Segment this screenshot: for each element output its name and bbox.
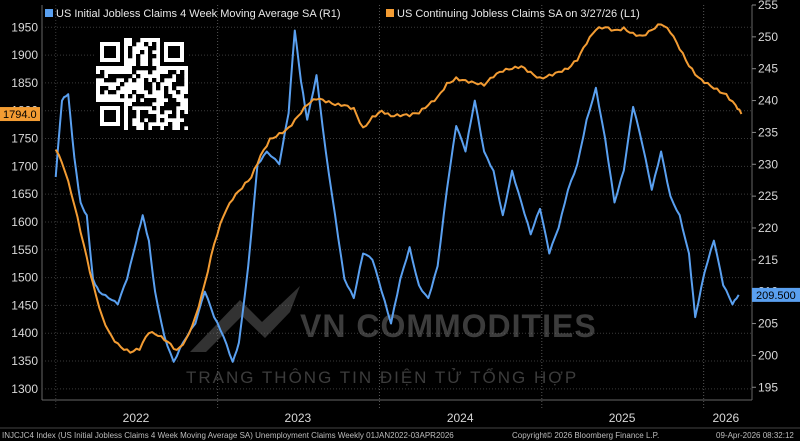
footer-copyright: Copyright© 2026 Bloomberg Finance L.P. bbox=[512, 431, 659, 440]
legend-swatch-continuing bbox=[386, 9, 394, 17]
left-tick-label: 1700 bbox=[11, 159, 38, 173]
left-tick-label: 1950 bbox=[11, 20, 38, 34]
right-axis: 195200205210215220225230235240245250255 bbox=[752, 0, 778, 394]
left-tick-label: 1450 bbox=[11, 298, 38, 312]
watermark-tagline: TRANG THÔNG TIN ĐIỆN TỬ TỔNG HỢP bbox=[186, 368, 578, 387]
left-tick-label: 1900 bbox=[11, 48, 38, 62]
grid-lines bbox=[41, 5, 753, 408]
x-tick-label: 2024 bbox=[447, 411, 474, 425]
x-axis: 2022 2023 2024 2025 2026 bbox=[123, 411, 740, 425]
watermark-arrow-icon bbox=[190, 286, 300, 352]
left-tick-label: 1300 bbox=[11, 382, 38, 396]
last-value-tag-continuing: 1794.0 bbox=[0, 107, 40, 122]
legend: US Initial Jobless Claims 4 Week Moving … bbox=[45, 8, 640, 20]
legend-swatch-initial bbox=[45, 9, 53, 17]
watermark: VN COMMODITIES TRANG THÔNG TIN ĐIỆN TỬ T… bbox=[186, 286, 597, 387]
left-tick-label: 1600 bbox=[11, 215, 38, 229]
right-tick-label: 255 bbox=[758, 0, 778, 12]
right-tick-label: 205 bbox=[758, 317, 778, 331]
last-value-initial: 209.500 bbox=[756, 290, 796, 302]
x-tick-label: 2025 bbox=[609, 411, 636, 425]
left-tick-label: 1550 bbox=[11, 243, 38, 257]
x-tick-label: 2026 bbox=[712, 411, 739, 425]
footer-timestamp: 09-Apr-2026 08:32:12 bbox=[716, 431, 794, 440]
x-tick-label: 2023 bbox=[285, 411, 312, 425]
right-tick-label: 240 bbox=[758, 94, 778, 108]
last-value-continuing: 1794.0 bbox=[3, 109, 37, 121]
left-tick-label: 1750 bbox=[11, 132, 38, 146]
right-tick-label: 230 bbox=[758, 157, 778, 171]
legend-label-continuing: US Continuing Jobless Claims SA on 3/27/… bbox=[397, 8, 640, 20]
right-tick-label: 200 bbox=[758, 348, 778, 362]
series-line-initial-claims bbox=[54, 29, 740, 363]
right-tick-label: 245 bbox=[758, 62, 778, 76]
left-tick-label: 1500 bbox=[11, 271, 38, 285]
watermark-brand: VN COMMODITIES bbox=[300, 308, 597, 344]
series-line-continuing-claims bbox=[54, 23, 743, 354]
series-group bbox=[54, 23, 743, 363]
left-tick-label: 1350 bbox=[11, 354, 38, 368]
left-tick-label: 1850 bbox=[11, 76, 38, 90]
last-value-tag-initial: 209.500 bbox=[752, 287, 800, 302]
x-tick-label: 2022 bbox=[123, 411, 150, 425]
left-tick-label: 1650 bbox=[11, 187, 38, 201]
legend-label-initial: US Initial Jobless Claims 4 Week Moving … bbox=[56, 8, 341, 20]
footer-source: INJCJC4 Index (US Initial Jobless Claims… bbox=[2, 431, 454, 440]
left-tick-label: 1400 bbox=[11, 326, 38, 340]
right-tick-label: 215 bbox=[758, 253, 778, 267]
right-tick-label: 250 bbox=[758, 30, 778, 44]
right-tick-label: 235 bbox=[758, 125, 778, 139]
qr-code-icon bbox=[96, 38, 189, 131]
right-tick-label: 220 bbox=[758, 221, 778, 235]
right-tick-label: 225 bbox=[758, 189, 778, 203]
right-tick-label: 195 bbox=[758, 380, 778, 394]
